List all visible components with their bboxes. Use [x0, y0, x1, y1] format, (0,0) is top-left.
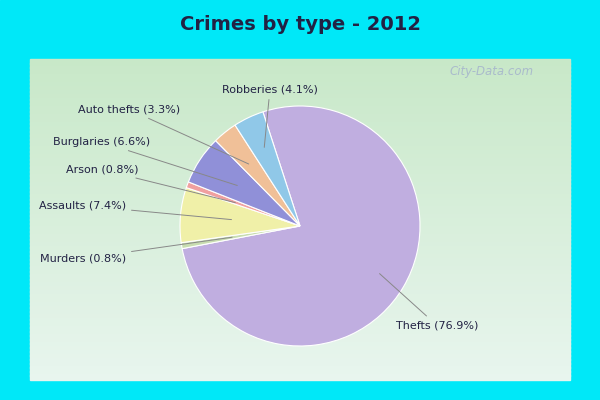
Bar: [30, 183, 570, 188]
Bar: [30, 155, 570, 160]
Wedge shape: [188, 141, 300, 226]
Bar: [30, 283, 570, 288]
Bar: [30, 143, 570, 148]
Bar: [30, 91, 570, 96]
Bar: [30, 99, 570, 104]
Bar: [30, 331, 570, 336]
Bar: [30, 119, 570, 124]
Bar: [30, 87, 570, 92]
Bar: [30, 159, 570, 164]
Bar: [30, 327, 570, 332]
Text: Crimes by type - 2012: Crimes by type - 2012: [179, 15, 421, 34]
Wedge shape: [180, 188, 300, 243]
Bar: [30, 355, 570, 360]
Text: Burglaries (6.6%): Burglaries (6.6%): [53, 137, 237, 186]
Text: Assaults (7.4%): Assaults (7.4%): [39, 201, 232, 220]
Bar: [30, 299, 570, 304]
Bar: [30, 235, 570, 240]
Bar: [30, 255, 570, 260]
Bar: [30, 199, 570, 204]
Bar: [30, 371, 570, 376]
Bar: [30, 291, 570, 296]
Bar: [30, 111, 570, 116]
Text: City-Data.com: City-Data.com: [450, 66, 534, 78]
Bar: [30, 319, 570, 324]
Bar: [30, 375, 570, 380]
Bar: [30, 207, 570, 212]
Bar: [30, 203, 570, 208]
Bar: [30, 147, 570, 152]
Bar: [30, 175, 570, 180]
Bar: [30, 223, 570, 228]
Bar: [30, 311, 570, 316]
Bar: [30, 307, 570, 312]
Bar: [30, 227, 570, 232]
Bar: [30, 303, 570, 308]
Bar: [30, 315, 570, 320]
Bar: [30, 275, 570, 280]
Wedge shape: [235, 112, 300, 226]
Bar: [30, 103, 570, 108]
Bar: [30, 267, 570, 272]
Text: Auto thefts (3.3%): Auto thefts (3.3%): [78, 104, 248, 164]
Bar: [30, 211, 570, 216]
Bar: [30, 187, 570, 192]
Text: Arson (0.8%): Arson (0.8%): [65, 165, 235, 203]
Bar: [30, 107, 570, 112]
Bar: [30, 239, 570, 244]
Bar: [30, 339, 570, 344]
Wedge shape: [215, 125, 300, 226]
Bar: [30, 79, 570, 84]
Bar: [30, 131, 570, 136]
Bar: [30, 219, 570, 224]
Bar: [30, 59, 570, 64]
Bar: [30, 123, 570, 128]
Bar: [30, 179, 570, 184]
Bar: [30, 115, 570, 120]
Bar: [30, 151, 570, 156]
Bar: [30, 259, 570, 264]
Bar: [30, 363, 570, 368]
Text: Murders (0.8%): Murders (0.8%): [40, 237, 232, 264]
Bar: [30, 347, 570, 352]
Bar: [30, 167, 570, 172]
Bar: [30, 287, 570, 292]
Bar: [30, 251, 570, 256]
Wedge shape: [182, 106, 420, 346]
Bar: [30, 63, 570, 68]
Bar: [30, 263, 570, 268]
Bar: [30, 71, 570, 76]
Bar: [30, 171, 570, 176]
Bar: [30, 83, 570, 88]
Bar: [30, 295, 570, 300]
Bar: [30, 135, 570, 140]
Text: Thefts (76.9%): Thefts (76.9%): [380, 274, 478, 330]
Text: Robberies (4.1%): Robberies (4.1%): [222, 84, 318, 147]
Bar: [30, 343, 570, 348]
Bar: [30, 191, 570, 196]
Bar: [30, 163, 570, 168]
Bar: [30, 67, 570, 72]
Bar: [30, 215, 570, 220]
Bar: [30, 75, 570, 80]
Bar: [30, 243, 570, 248]
Bar: [30, 231, 570, 236]
Bar: [30, 279, 570, 284]
Bar: [30, 127, 570, 132]
Bar: [30, 359, 570, 364]
Bar: [30, 139, 570, 144]
Bar: [30, 247, 570, 252]
Bar: [30, 335, 570, 340]
Bar: [30, 95, 570, 100]
Wedge shape: [181, 226, 300, 249]
Bar: [30, 195, 570, 200]
Bar: [30, 271, 570, 276]
Bar: [30, 367, 570, 372]
Wedge shape: [187, 182, 300, 226]
Bar: [30, 351, 570, 356]
Bar: [30, 323, 570, 328]
